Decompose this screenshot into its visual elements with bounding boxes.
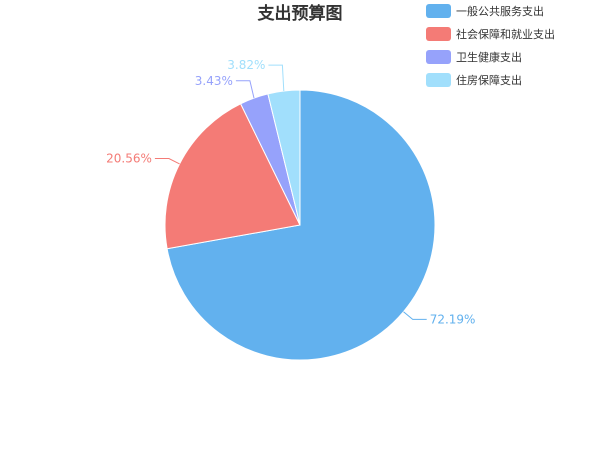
- slice-label-2: 20.56%: [106, 152, 152, 166]
- label-leader-line-1: [403, 311, 427, 320]
- pie-slice-2[interactable]: [164, 103, 301, 250]
- legend-swatch: [426, 73, 451, 87]
- legend-item-2[interactable]: 社会保障和就业支出: [426, 27, 555, 41]
- legend-label: 住房保障支出: [456, 73, 522, 87]
- legend-item-4[interactable]: 住房保障支出: [426, 73, 522, 87]
- slice-label-4: 3.82%: [227, 58, 265, 72]
- slice-labels: 72.19% 20.56% 3.43% 3.82%: [106, 58, 475, 326]
- label-leader-line-4: [268, 64, 285, 92]
- legend-swatch: [426, 27, 451, 41]
- legend-swatch: [426, 4, 451, 18]
- legend-swatch: [426, 50, 451, 64]
- legend-label: 一般公共服务支出: [456, 4, 544, 18]
- legend-item-3[interactable]: 卫生健康支出: [426, 50, 522, 64]
- legend-item-1[interactable]: 一般公共服务支出: [426, 4, 544, 18]
- label-leader-line-3: [235, 80, 255, 99]
- label-leader-line-2: [154, 158, 180, 165]
- slice-label-1: 72.19%: [430, 312, 476, 326]
- pie-slices: [164, 89, 436, 361]
- legend-label: 卫生健康支出: [456, 50, 522, 64]
- pie-slice-1[interactable]: [166, 89, 436, 361]
- slice-label-3: 3.43%: [195, 74, 233, 88]
- legend-label: 社会保障和就业支出: [456, 27, 555, 41]
- chart-title: 支出预算图: [258, 3, 343, 24]
